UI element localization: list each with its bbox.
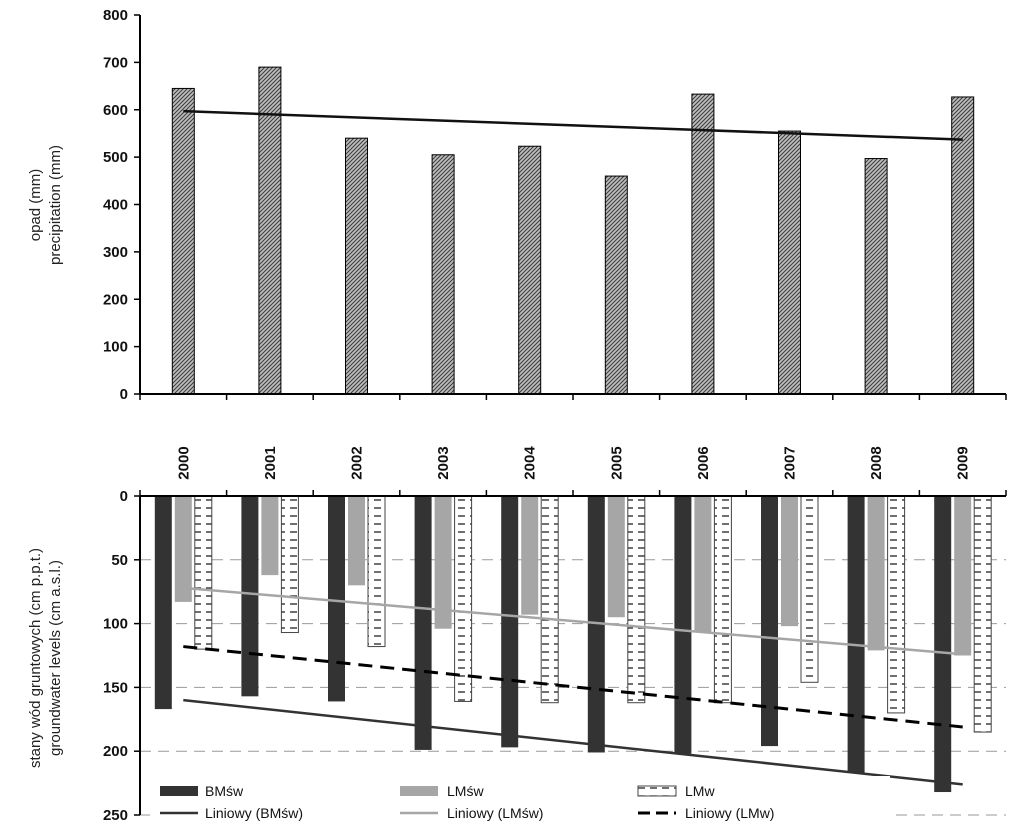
precipitation-y-tick-label: 100 — [103, 339, 128, 356]
groundwater-y-tick-label: 100 — [103, 616, 128, 633]
precipitation-bar — [431, 154, 455, 395]
precipitation-bar — [691, 93, 715, 395]
groundwater-x-category-label: 2008 — [868, 446, 885, 479]
precipitation-bar — [518, 145, 542, 395]
groundwater-bar-lmsw — [521, 496, 539, 615]
groundwater-bar-lmsw — [781, 496, 798, 627]
groundwater-x-category-label: 2001 — [262, 446, 279, 479]
groundwater-x-category-label: 2003 — [435, 446, 452, 479]
groundwater-bar-lmw — [540, 495, 559, 704]
precipitation-bar — [951, 96, 975, 395]
groundwater-x-axis-labels: 2000 2001 2002 2003 2004 2005 2006 2007 2008 2009 — [175, 446, 971, 480]
precipitation-bar — [778, 130, 801, 395]
groundwater-bar-bmsw — [501, 496, 519, 748]
groundwater-bar-lmw — [280, 495, 299, 634]
legend-label: LMśw — [447, 783, 484, 799]
groundwater-chart: 0 50 100 150 200 250 2000 2001 2002 2003 2004 2005… — [27, 446, 1007, 826]
groundwater-y-tick-label: 200 — [103, 743, 128, 760]
precipitation-y-tick-label: 0 — [120, 386, 128, 403]
groundwater-bar-bmsw — [414, 496, 432, 750]
groundwater-bar-lmw — [367, 495, 386, 648]
precipitation-bar — [258, 66, 282, 395]
groundwater-bar-bmsw — [328, 496, 345, 702]
groundwater-bar-lmw — [627, 495, 646, 704]
groundwater-bar-lmsw — [261, 496, 279, 576]
groundwater-x-category-label: 2000 — [175, 446, 192, 479]
groundwater-trendline-lmw — [183, 645, 963, 729]
precipitation-chart: 0 100 200 300 400 500 600 700 800 opad (mm) prec… — [27, 7, 1007, 403]
legend-label: BMśw — [205, 783, 244, 799]
legend-swatch-lmw — [637, 785, 677, 797]
groundwater-y-tick-label: 50 — [111, 552, 128, 569]
precipitation-y-tick-label: 800 — [103, 7, 128, 24]
precipitation-bar — [864, 158, 888, 395]
groundwater-x-category-label: 2009 — [955, 446, 972, 479]
groundwater-y-tick-label: 150 — [103, 679, 128, 696]
groundwater-bar-lmsw — [348, 496, 365, 586]
groundwater-bar-lmw — [194, 495, 213, 650]
groundwater-bar-bmsw — [847, 496, 865, 773]
groundwater-bar-lmw — [713, 495, 732, 704]
groundwater-bar-lmw — [454, 495, 473, 702]
groundwater-bar-lmsw — [607, 496, 625, 618]
groundwater-bar-bmsw — [241, 496, 259, 697]
precipitation-y-axis-ticks: 0 100 200 300 400 500 600 700 800 — [103, 7, 140, 403]
precipitation-trendline-group — [183, 109, 963, 141]
precipitation-ylabel-line-2: precipitation (mm) — [47, 145, 64, 265]
groundwater-bar-bmsw — [674, 496, 692, 754]
precipitation-bar — [171, 87, 195, 395]
groundwater-bar-lmsw — [434, 496, 452, 629]
groundwater-x-category-label: 2007 — [782, 446, 799, 479]
legend-label: Liniowy (BMśw) — [205, 805, 303, 821]
groundwater-x-category-label: 2005 — [608, 446, 625, 479]
groundwater-bar-lmsw — [954, 496, 972, 656]
groundwater-bar-lmw — [887, 495, 906, 714]
groundwater-y-axis-ticks: 0 50 100 150 200 250 — [103, 488, 140, 824]
groundwater-x-category-label: 2004 — [522, 446, 539, 480]
groundwater-bar-lmw — [800, 495, 819, 683]
legend-swatch-lmsw — [400, 786, 438, 796]
groundwater-bar-bmsw — [154, 496, 172, 710]
groundwater-y-tick-label: 0 — [120, 488, 128, 505]
legend-label: Liniowy (LMw) — [685, 805, 774, 821]
groundwater-bar-lmsw — [174, 496, 192, 602]
precipitation-bar — [604, 175, 628, 395]
precipitation-y-tick-label: 500 — [103, 149, 128, 166]
precipitation-y-tick-label: 200 — [103, 291, 128, 308]
precipitation-axes — [139, 15, 1007, 400]
precipitation-y-tick-label: 400 — [103, 197, 128, 214]
legend-label: LMw — [685, 783, 715, 799]
precipitation-y-tick-label: 600 — [103, 102, 128, 119]
precipitation-bars — [171, 66, 975, 395]
precipitation-bar — [345, 137, 368, 395]
groundwater-legend: BMśw LMśw LMw Liniowy (BMśw) Liniowy (LMśw) L… — [150, 776, 890, 826]
groundwater-axes — [139, 490, 1007, 815]
groundwater-bar-bmsw — [761, 496, 778, 747]
groundwater-x-category-label: 2002 — [349, 446, 366, 479]
groundwater-trendline-lmsw — [183, 586, 963, 656]
groundwater-trendlines — [183, 586, 963, 786]
precipitation-ylabel-line-1: opad (mm) — [27, 169, 44, 242]
groundwater-x-category-label: 2006 — [695, 446, 712, 479]
groundwater-y-tick-label: 250 — [103, 807, 128, 824]
legend-background — [150, 776, 890, 826]
precipitation-y-tick-label: 700 — [103, 54, 128, 71]
legend-label: Liniowy (LMśw) — [447, 805, 543, 821]
groundwater-ylabel-line-2: groundwater levels (cm a.s.l.) — [47, 560, 64, 756]
groundwater-bars — [154, 495, 992, 793]
precipitation-trendline — [183, 109, 963, 141]
groundwater-bar-lmsw — [694, 496, 712, 633]
precipitation-y-tick-label: 300 — [103, 244, 128, 261]
legend-swatch-bmsw — [160, 786, 198, 796]
groundwater-ylabel-line-1: stany wód gruntowych (cm p.p.t.) — [27, 548, 44, 768]
groundwater-bar-bmsw — [934, 496, 952, 793]
groundwater-trendline-bmsw — [183, 698, 963, 786]
groundwater-bar-lmsw — [867, 496, 885, 651]
groundwater-bar-lmw — [973, 495, 992, 733]
